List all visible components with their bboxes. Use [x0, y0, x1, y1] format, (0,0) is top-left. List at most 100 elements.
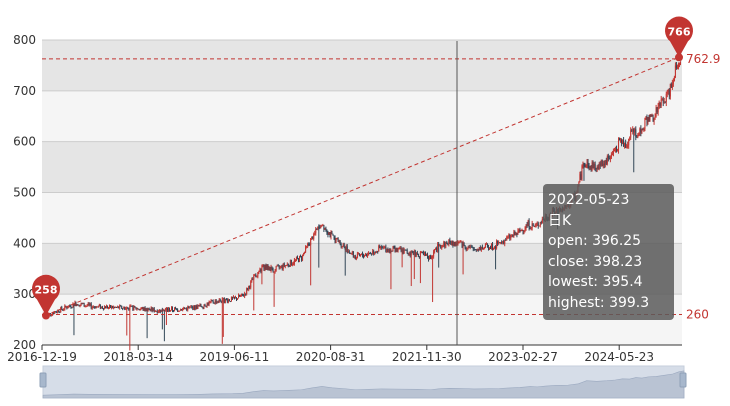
candle[interactable] — [640, 125, 642, 137]
candle[interactable] — [280, 265, 282, 269]
candle[interactable] — [676, 64, 678, 70]
candle[interactable] — [115, 306, 117, 309]
candle[interactable] — [322, 223, 324, 226]
candle[interactable] — [536, 221, 538, 227]
candle[interactable] — [196, 304, 198, 310]
candle[interactable] — [229, 301, 231, 303]
candle[interactable] — [285, 264, 287, 266]
candle[interactable] — [194, 305, 196, 311]
candle[interactable] — [376, 250, 378, 253]
candle[interactable] — [100, 306, 102, 309]
candle[interactable] — [597, 164, 599, 170]
candle[interactable] — [527, 219, 529, 227]
candle[interactable] — [224, 298, 226, 304]
candle[interactable] — [604, 159, 606, 168]
candle[interactable] — [140, 307, 142, 311]
candle[interactable] — [149, 308, 151, 312]
candle[interactable] — [159, 309, 161, 314]
candle[interactable] — [588, 162, 590, 171]
candle[interactable] — [221, 297, 223, 344]
candle[interactable] — [227, 298, 229, 304]
candle[interactable] — [338, 239, 340, 244]
candle[interactable] — [390, 248, 392, 290]
candle[interactable] — [624, 142, 626, 149]
candle[interactable] — [510, 234, 512, 241]
candle[interactable] — [524, 226, 526, 233]
candle[interactable] — [275, 265, 277, 272]
candle[interactable] — [84, 304, 86, 308]
candle[interactable] — [333, 235, 335, 240]
candle[interactable] — [381, 244, 383, 250]
candle[interactable] — [401, 247, 403, 268]
candle[interactable] — [496, 239, 498, 250]
candle[interactable] — [643, 127, 645, 133]
candle[interactable] — [472, 246, 474, 252]
candle[interactable] — [675, 62, 677, 70]
candle[interactable] — [654, 113, 656, 120]
candle[interactable] — [433, 249, 435, 259]
candle[interactable] — [400, 246, 402, 253]
candle[interactable] — [497, 240, 499, 247]
candle[interactable] — [133, 305, 135, 311]
candle[interactable] — [312, 236, 314, 240]
candle[interactable] — [130, 304, 132, 308]
candle[interactable] — [220, 300, 222, 304]
candle[interactable] — [581, 164, 583, 181]
data-zoom-handle-left[interactable] — [39, 372, 47, 388]
candle[interactable] — [195, 304, 197, 310]
candle[interactable] — [176, 308, 178, 311]
candle[interactable] — [164, 307, 166, 312]
candle[interactable] — [441, 245, 443, 250]
candle[interactable] — [508, 233, 510, 239]
candle[interactable] — [137, 308, 139, 310]
candle[interactable] — [639, 127, 641, 137]
candle[interactable] — [126, 306, 128, 336]
candle[interactable] — [93, 305, 95, 309]
candle[interactable] — [403, 247, 405, 254]
candle[interactable] — [257, 271, 259, 279]
candle[interactable] — [493, 247, 495, 251]
candle[interactable] — [457, 240, 459, 246]
candle[interactable] — [342, 242, 344, 247]
candle[interactable] — [192, 305, 194, 311]
candle[interactable] — [655, 104, 657, 118]
candle[interactable] — [462, 240, 464, 275]
candle[interactable] — [86, 304, 88, 307]
candle[interactable] — [656, 107, 658, 114]
candle[interactable] — [324, 227, 326, 231]
candle[interactable] — [259, 267, 261, 273]
candle[interactable] — [619, 137, 621, 141]
candle[interactable] — [83, 302, 85, 307]
candle[interactable] — [367, 252, 369, 258]
candle[interactable] — [344, 246, 346, 276]
candle[interactable] — [109, 304, 111, 309]
candle[interactable] — [594, 161, 596, 172]
candle[interactable] — [124, 306, 126, 311]
candle[interactable] — [266, 264, 268, 271]
candle[interactable] — [251, 277, 253, 283]
candle[interactable] — [413, 249, 415, 280]
candle[interactable] — [657, 102, 659, 116]
candle[interactable] — [318, 224, 320, 268]
candle[interactable] — [72, 302, 74, 308]
candle[interactable] — [131, 305, 133, 307]
candle[interactable] — [142, 306, 144, 311]
candle[interactable] — [515, 231, 517, 236]
candle[interactable] — [364, 254, 366, 258]
candle[interactable] — [260, 268, 262, 274]
candle[interactable] — [80, 302, 82, 307]
candle[interactable] — [668, 88, 670, 100]
candle[interactable] — [446, 240, 448, 245]
candle[interactable] — [61, 305, 63, 311]
candle[interactable] — [138, 309, 140, 311]
candle[interactable] — [377, 250, 379, 254]
candle[interactable] — [168, 307, 170, 312]
candle[interactable] — [662, 96, 664, 107]
candle[interactable] — [583, 162, 585, 181]
candle[interactable] — [522, 229, 524, 235]
candle[interactable] — [666, 89, 668, 98]
candle[interactable] — [396, 247, 398, 253]
candle[interactable] — [288, 264, 290, 268]
candle[interactable] — [449, 237, 451, 245]
candle[interactable] — [670, 82, 672, 88]
